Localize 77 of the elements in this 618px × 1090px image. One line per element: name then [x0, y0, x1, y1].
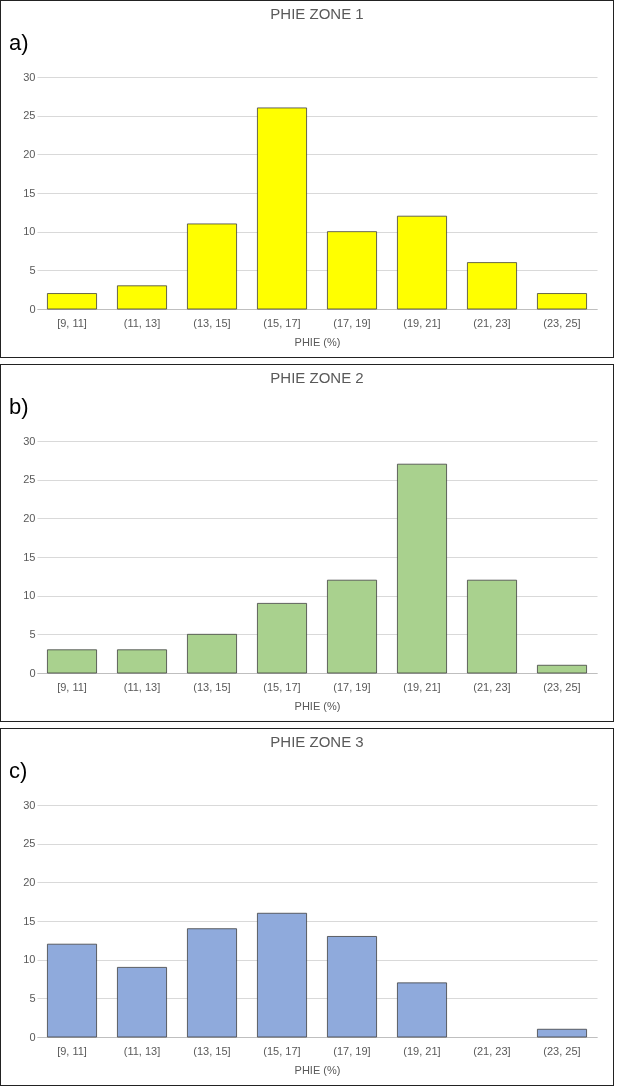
x-tick-label: (17, 19]	[333, 1044, 371, 1057]
bar	[257, 912, 307, 1038]
y-tick-label: 5	[29, 263, 36, 276]
chart-title: PHIE ZONE 2	[270, 369, 364, 386]
x-tick-label: (21, 23]	[473, 1044, 511, 1057]
y-tick-label: 0	[29, 1030, 36, 1043]
y-tick-label: 20	[23, 147, 36, 160]
y-tick-label: 10	[23, 953, 36, 966]
x-tick-label: [9, 11]	[57, 316, 87, 329]
bar	[187, 928, 237, 1038]
bar	[467, 579, 517, 674]
y-tick-label: 10	[23, 589, 36, 602]
x-tick-label: (21, 23]	[473, 680, 511, 693]
x-tick-label: (17, 19]	[333, 316, 371, 329]
x-tick-label: (23, 25]	[543, 316, 581, 329]
bar	[117, 649, 167, 674]
y-tick-label: 30	[23, 798, 36, 811]
bar	[187, 223, 237, 310]
x-tick-label: (21, 23]	[473, 316, 511, 329]
y-tick-label: 15	[23, 186, 36, 199]
bar	[537, 664, 587, 674]
x-tick-label: (19, 21]	[403, 1044, 441, 1057]
x-axis-title: PHIE (%)	[294, 335, 341, 348]
y-tick-label: 5	[29, 627, 36, 640]
bar	[47, 649, 97, 674]
x-tick-label: [9, 11]	[57, 680, 87, 693]
x-tick-label: (17, 19]	[333, 680, 371, 693]
bar	[327, 231, 377, 310]
x-axis-title: PHIE (%)	[294, 1063, 341, 1076]
bar	[117, 285, 167, 310]
bar	[327, 936, 377, 1038]
text: c)	[9, 758, 28, 783]
x-tick-label: (13, 15]	[193, 316, 231, 329]
chart-title: PHIE ZONE 1	[270, 5, 364, 22]
x-tick-label: (11, 13]	[123, 316, 161, 329]
text: a)	[9, 30, 29, 55]
y-tick-label: 30	[23, 70, 36, 83]
text: b)	[9, 394, 29, 419]
x-tick-label: (15, 17]	[263, 680, 301, 693]
x-axis-title: PHIE (%)	[294, 699, 341, 712]
y-tick-label: 0	[29, 666, 36, 679]
bar	[467, 262, 517, 310]
y-tick-label: 0	[29, 302, 36, 315]
y-tick-label: 10	[23, 225, 36, 238]
y-tick-label: 30	[23, 434, 36, 447]
bar	[257, 107, 307, 310]
y-tick-label: 25	[23, 837, 36, 850]
x-tick-label: (19, 21]	[403, 680, 441, 693]
x-tick-label: (19, 21]	[403, 316, 441, 329]
y-tick-label: 20	[23, 511, 36, 524]
bar	[187, 633, 237, 674]
y-tick-label: 15	[23, 550, 36, 563]
y-tick-label: 15	[23, 914, 36, 927]
x-tick-label: (11, 13]	[123, 680, 161, 693]
bar	[257, 603, 307, 674]
bar	[47, 293, 97, 310]
chart-title: PHIE ZONE 3	[270, 733, 364, 750]
x-tick-label: (23, 25]	[543, 680, 581, 693]
bar	[47, 943, 97, 1038]
x-tick-label: (11, 13]	[123, 1044, 161, 1057]
y-tick-label: 25	[23, 109, 36, 122]
bar	[117, 967, 167, 1038]
x-tick-label: (13, 15]	[193, 680, 231, 693]
x-tick-label: (15, 17]	[263, 316, 301, 329]
y-tick-label: 5	[29, 991, 36, 1004]
bar	[397, 982, 447, 1038]
bar	[397, 215, 447, 310]
bar	[397, 463, 447, 674]
y-tick-label: 25	[23, 473, 36, 486]
bar	[537, 1028, 587, 1038]
y-tick-label: 20	[23, 875, 36, 888]
x-tick-label: (23, 25]	[543, 1044, 581, 1057]
bar	[537, 293, 587, 310]
x-tick-label: [9, 11]	[57, 1044, 87, 1057]
x-tick-label: (15, 17]	[263, 1044, 301, 1057]
x-tick-label: (13, 15]	[193, 1044, 231, 1057]
bar	[327, 579, 377, 674]
